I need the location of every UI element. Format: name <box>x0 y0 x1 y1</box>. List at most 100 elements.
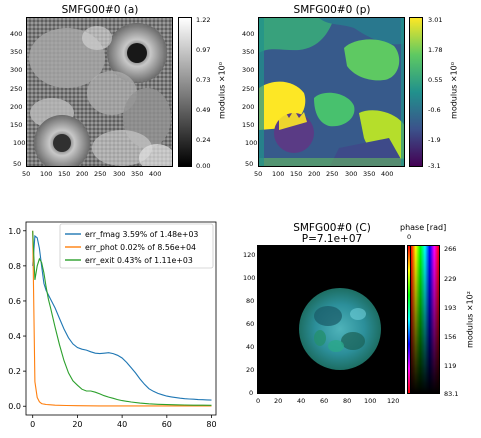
tick-label: 150 <box>290 171 302 178</box>
panel-p-title: SMFG00#0 (p) <box>262 4 402 16</box>
tick-label: 3.01 <box>428 17 442 24</box>
x-tick-label: 60 <box>162 420 172 429</box>
y-axis: 1.0 0.8 0.6 0.4 0.2 0.0 <box>8 227 26 411</box>
tick-label: 0.73 <box>196 77 210 84</box>
tick-label: -1.9 <box>428 137 441 144</box>
tick-label: 100 <box>272 171 284 178</box>
legend-label: err_fmag 3.59% of 1.48e+03 <box>85 230 198 239</box>
tick-label: 300 <box>345 171 357 178</box>
tick-label: 250 <box>242 86 254 93</box>
tick-label: -3.1 <box>428 163 441 170</box>
panel-c-colorbar <box>410 245 440 394</box>
panel-p-colorbar <box>409 17 423 167</box>
tick-label: 200 <box>10 104 22 111</box>
tick-label: 100 <box>13 140 25 147</box>
phase-viridis-image <box>259 18 405 167</box>
tick-label: 156 <box>444 334 456 341</box>
tick-label: 120 <box>243 252 255 259</box>
x-tick-label: 0 <box>30 420 35 429</box>
tick-label: 50 <box>254 171 262 178</box>
y-tick-label: 1.0 <box>8 227 21 236</box>
panel-p-image <box>258 17 405 167</box>
panel-p-colorbar-label: modulus ×10⁰ <box>450 51 459 131</box>
panel-a-title: SMFG00#0 (a) <box>30 4 170 16</box>
tick-label: 0.00 <box>196 163 210 170</box>
phase-colorbar-label: phase [rad] <box>400 224 446 231</box>
tick-label: 300 <box>242 67 254 74</box>
tick-label: 200 <box>76 171 88 178</box>
tick-label: 400 <box>381 171 393 178</box>
tick-label: 50 <box>22 171 30 178</box>
panel-c-image <box>257 245 405 394</box>
y-tick-label: 0.2 <box>8 367 21 376</box>
tick-label: 60 <box>246 321 254 328</box>
tick-label: 0 <box>249 390 253 397</box>
legend: err_fmag 3.59% of 1.48e+03 err_phot 0.02%… <box>60 224 213 268</box>
tick-label: 50 <box>245 161 253 168</box>
panel-c-colorbar-label: modulus ×10² <box>466 280 475 360</box>
x-tick-label: 80 <box>206 420 216 429</box>
tick-label: 80 <box>246 298 254 305</box>
tick-label: 100 <box>245 140 257 147</box>
tick-label: 20 <box>274 398 282 405</box>
tick-label: 350 <box>131 171 143 178</box>
tick-label: 400 <box>242 31 254 38</box>
tick-label: 50 <box>13 161 21 168</box>
tick-label: 400 <box>10 31 22 38</box>
tick-label: 193 <box>444 305 456 312</box>
tick-label: 250 <box>94 171 106 178</box>
tick-label: 100 <box>243 275 255 282</box>
tick-label: 119 <box>444 363 456 370</box>
tick-label: 300 <box>113 171 125 178</box>
tick-label: 80 <box>343 398 351 405</box>
legend-label: err_exit 0.43% of 1.11e+03 <box>85 256 193 265</box>
tick-label: 0 <box>256 398 260 405</box>
tick-label: 150 <box>10 122 22 129</box>
x-tick-label: 40 <box>117 420 127 429</box>
y-tick-label: 0.8 <box>8 262 21 271</box>
y-tick-label: 0.0 <box>8 402 21 411</box>
tick-label: 350 <box>363 171 375 178</box>
colorbar-brightness-overlay <box>411 246 439 393</box>
x-tick-label: 20 <box>72 420 82 429</box>
tick-label: 20 <box>246 367 254 374</box>
legend-label: err_phot 0.02% of 8.56e+04 <box>85 243 196 252</box>
tick-label: 83.1 <box>444 391 458 398</box>
tick-label: 1.78 <box>428 47 442 54</box>
tick-label: 100 <box>40 171 52 178</box>
tick-label: 150 <box>242 122 254 129</box>
panel-a-colorbar-label: modulus ×10⁰ <box>218 51 227 131</box>
panel-c-subtitle: P=7.1e+07 <box>262 233 402 245</box>
tick-label: 40 <box>246 344 254 351</box>
tick-label: 0.55 <box>428 77 442 84</box>
tick-label: 400 <box>149 171 161 178</box>
y-tick-label: 0.4 <box>8 332 21 341</box>
y-tick-label: 0.6 <box>8 297 21 306</box>
tick-label: 229 <box>444 276 456 283</box>
tick-label: 250 <box>326 171 338 178</box>
tick-label: 150 <box>58 171 70 178</box>
tick-label: 250 <box>10 86 22 93</box>
tick-label: 0.97 <box>196 47 210 54</box>
tick-label: 60 <box>320 398 328 405</box>
tick-label: 100 <box>364 398 376 405</box>
tick-label: 200 <box>242 104 254 111</box>
tick-label: 300 <box>10 67 22 74</box>
tick-label: 200 <box>308 171 320 178</box>
panel-a-image <box>26 17 173 167</box>
tick-label: 350 <box>10 49 22 56</box>
phase-colorbar-tick: 0 <box>407 234 411 241</box>
tick-label: 1.22 <box>196 17 210 24</box>
tick-label: 266 <box>444 246 456 253</box>
tick-label: 0.49 <box>196 107 210 114</box>
tick-label: 350 <box>242 49 254 56</box>
tick-label: 120 <box>387 398 399 405</box>
tick-label: 40 <box>297 398 305 405</box>
flower-grayscale-image <box>27 18 173 167</box>
x-axis: 0 20 40 60 80 <box>30 415 216 429</box>
tick-label: -0.6 <box>428 107 441 114</box>
error-line-chart: 1.0 0.8 0.6 0.4 0.2 0.0 0 20 40 60 80 err_fmag 3.… <box>0 220 240 438</box>
panel-a-colorbar <box>178 17 192 167</box>
moon-object-image <box>258 246 405 394</box>
tick-label: 0.24 <box>196 137 210 144</box>
